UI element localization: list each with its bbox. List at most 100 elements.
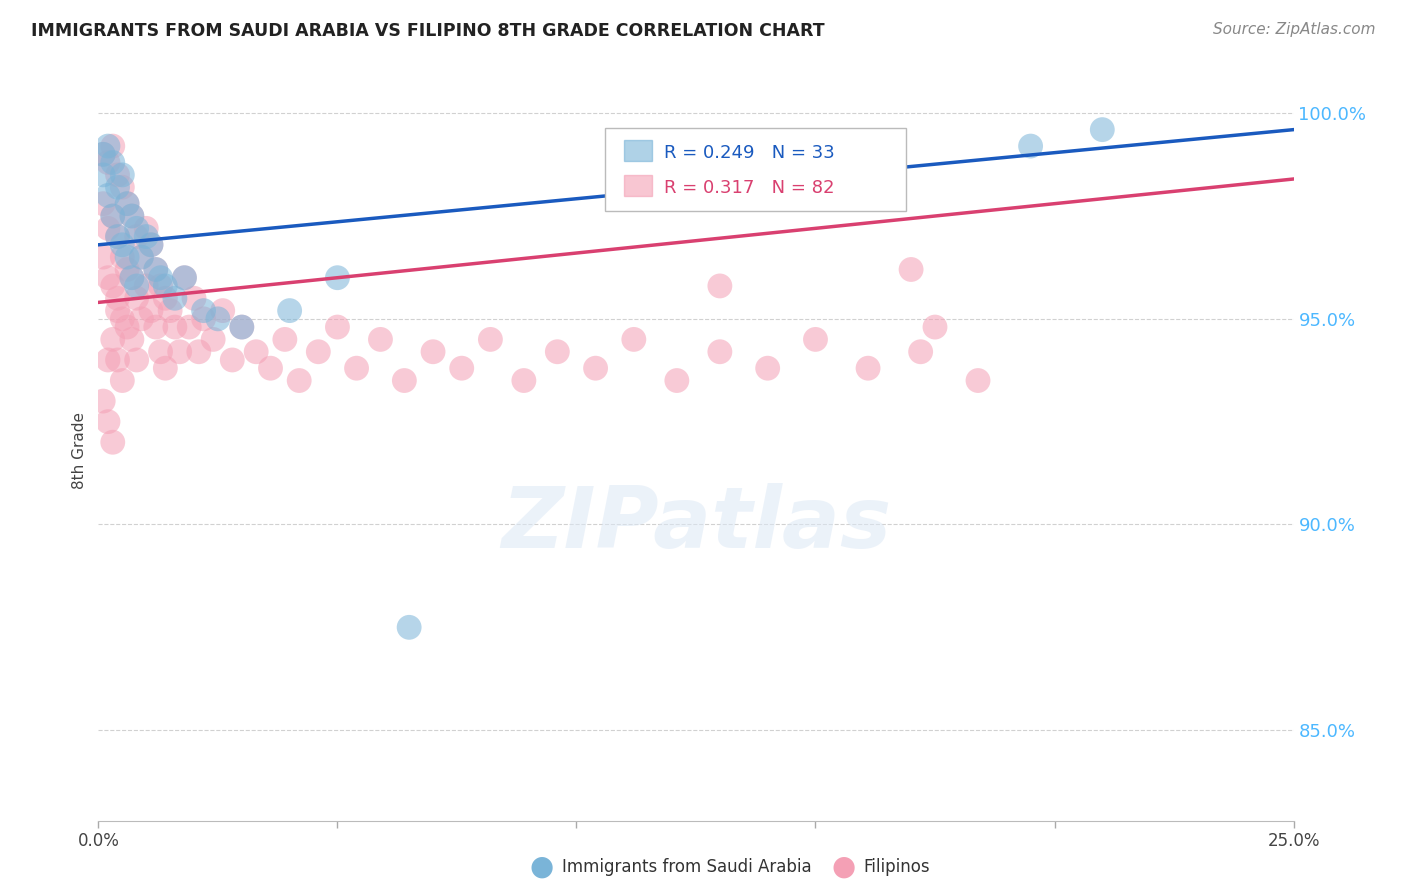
- Text: IMMIGRANTS FROM SAUDI ARABIA VS FILIPINO 8TH GRADE CORRELATION CHART: IMMIGRANTS FROM SAUDI ARABIA VS FILIPINO…: [31, 22, 824, 40]
- Point: [231, 320, 253, 334]
- Point: [585, 361, 607, 376]
- Point: [910, 344, 932, 359]
- Point: [101, 435, 124, 450]
- Point: [145, 262, 167, 277]
- Point: [346, 361, 368, 376]
- Point: [97, 139, 120, 153]
- Point: [163, 320, 186, 334]
- Point: [101, 279, 124, 293]
- Point: [101, 209, 124, 223]
- Point: [665, 374, 688, 388]
- Point: [121, 209, 143, 223]
- Text: Filipinos: Filipinos: [863, 858, 929, 876]
- Text: Source: ZipAtlas.com: Source: ZipAtlas.com: [1212, 22, 1375, 37]
- Point: [139, 237, 162, 252]
- Point: [91, 196, 114, 211]
- Point: [924, 320, 946, 334]
- Point: [804, 332, 827, 346]
- Point: [101, 139, 124, 153]
- Point: [187, 344, 209, 359]
- Point: [101, 209, 124, 223]
- Point: [91, 147, 114, 161]
- Point: [135, 229, 157, 244]
- Point: [1019, 139, 1042, 153]
- Point: [274, 332, 297, 346]
- Point: [202, 332, 225, 346]
- Point: [422, 344, 444, 359]
- Point: [1091, 122, 1114, 136]
- Point: [278, 303, 301, 318]
- Point: [221, 353, 243, 368]
- Point: [115, 196, 138, 211]
- Point: [756, 361, 779, 376]
- Point: [121, 270, 143, 285]
- Point: [326, 320, 349, 334]
- Text: ●: ●: [831, 853, 856, 881]
- Point: [125, 353, 148, 368]
- Text: R = 0.249   N = 33: R = 0.249 N = 33: [664, 144, 835, 161]
- Point: [259, 361, 281, 376]
- Point: [173, 270, 195, 285]
- Point: [145, 262, 167, 277]
- Point: [91, 250, 114, 264]
- Point: [709, 279, 731, 293]
- Point: [111, 180, 134, 194]
- Point: [125, 291, 148, 305]
- Point: [852, 155, 875, 169]
- Point: [91, 147, 114, 161]
- Point: [183, 291, 205, 305]
- Point: [111, 374, 134, 388]
- Point: [125, 279, 148, 293]
- Point: [97, 270, 120, 285]
- Point: [479, 332, 502, 346]
- Point: [97, 353, 120, 368]
- Point: [307, 344, 329, 359]
- Point: [111, 311, 134, 326]
- Point: [115, 262, 138, 277]
- Point: [125, 229, 148, 244]
- Point: [231, 320, 253, 334]
- Point: [97, 221, 120, 235]
- Point: [107, 229, 129, 244]
- Point: [97, 188, 120, 202]
- Point: [131, 250, 153, 264]
- Point: [101, 155, 124, 169]
- Point: [121, 270, 143, 285]
- Point: [125, 221, 148, 235]
- Point: [155, 361, 177, 376]
- Point: [101, 332, 124, 346]
- Text: R = 0.317   N = 82: R = 0.317 N = 82: [664, 178, 834, 196]
- Point: [107, 180, 129, 194]
- Point: [546, 344, 568, 359]
- Point: [163, 291, 186, 305]
- Point: [155, 279, 177, 293]
- Point: [245, 344, 267, 359]
- Text: ●: ●: [529, 853, 554, 881]
- Point: [97, 415, 120, 429]
- Point: [179, 320, 201, 334]
- Point: [159, 303, 181, 318]
- Point: [193, 303, 215, 318]
- Point: [121, 332, 143, 346]
- Point: [135, 279, 157, 293]
- Point: [97, 155, 120, 169]
- Point: [398, 620, 420, 634]
- Point: [107, 168, 129, 182]
- Point: [139, 237, 162, 252]
- Point: [149, 344, 172, 359]
- Point: [131, 311, 153, 326]
- Point: [450, 361, 472, 376]
- Point: [115, 320, 138, 334]
- Point: [856, 361, 879, 376]
- Point: [121, 209, 143, 223]
- Point: [135, 221, 157, 235]
- Point: [211, 303, 233, 318]
- Text: Immigrants from Saudi Arabia: Immigrants from Saudi Arabia: [562, 858, 813, 876]
- Point: [900, 262, 922, 277]
- Text: ZIPatlas: ZIPatlas: [501, 483, 891, 566]
- Point: [326, 270, 349, 285]
- Point: [149, 270, 172, 285]
- Point: [115, 196, 138, 211]
- Point: [709, 344, 731, 359]
- Point: [107, 353, 129, 368]
